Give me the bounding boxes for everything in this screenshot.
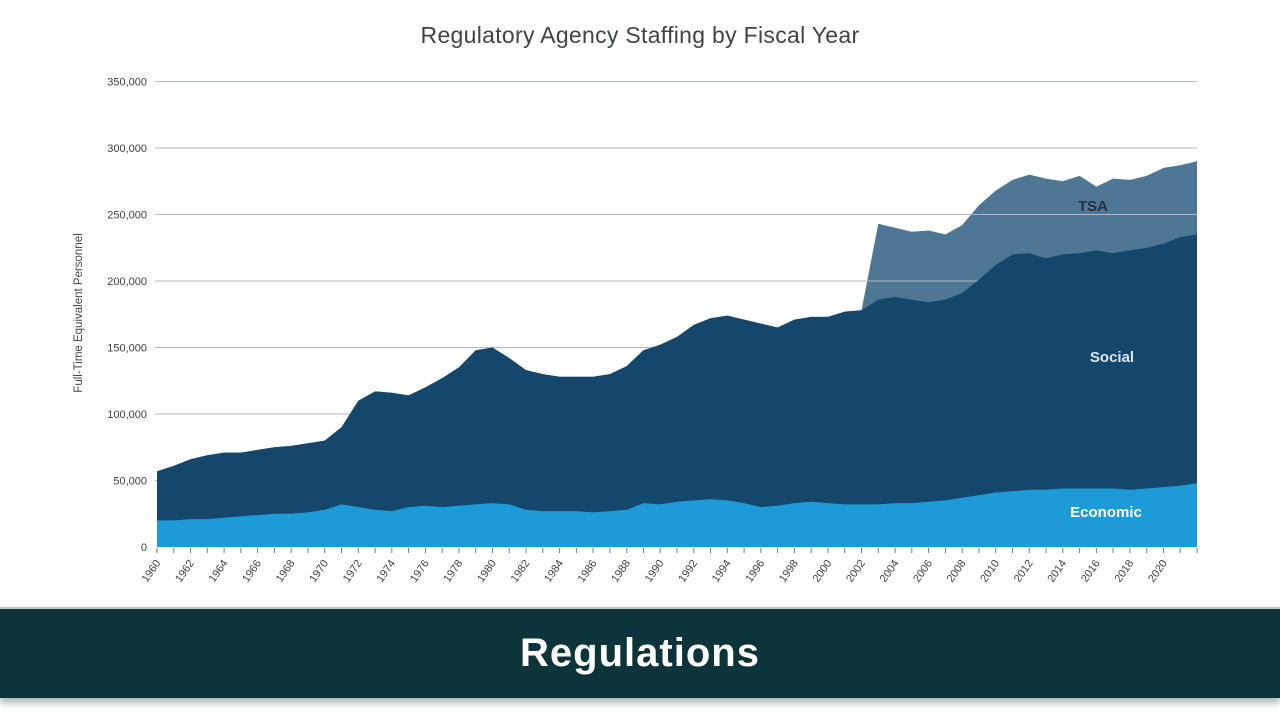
chart-title: Regulatory Agency Staffing by Fiscal Yea… (420, 22, 860, 48)
svg-text:2018: 2018 (1112, 558, 1136, 585)
svg-text:1966: 1966 (240, 558, 264, 585)
svg-text:1998: 1998 (777, 558, 801, 585)
staffing-area-chart: 0 50,000 100,000 150,000 200,000 250,000 300,0… (107, 77, 1198, 585)
svg-text:2016: 2016 (1079, 558, 1103, 585)
svg-text:150,000: 150,000 (107, 343, 147, 355)
series-label-economic: Economic (1070, 504, 1142, 521)
series-labels: Economic Social TSA (1070, 198, 1142, 521)
svg-text:1960: 1960 (140, 558, 164, 585)
svg-text:1974: 1974 (374, 558, 398, 585)
svg-text:1992: 1992 (676, 558, 700, 585)
svg-text:350,000: 350,000 (107, 77, 147, 89)
svg-text:100,000: 100,000 (107, 409, 147, 421)
series-label-tsa: TSA (1078, 198, 1108, 215)
svg-text:1996: 1996 (743, 558, 767, 585)
svg-text:2002: 2002 (844, 558, 868, 585)
banner: Regulations (0, 607, 1280, 698)
svg-text:50,000: 50,000 (113, 476, 147, 488)
area-economic (157, 483, 1197, 547)
y-axis-labels: 0 50,000 100,000 150,000 200,000 250,000 300,0… (107, 77, 147, 555)
svg-text:1976: 1976 (408, 558, 432, 585)
svg-text:300,000: 300,000 (107, 143, 147, 155)
svg-text:1980: 1980 (475, 558, 499, 585)
svg-text:1994: 1994 (710, 558, 734, 585)
svg-text:200,000: 200,000 (107, 276, 147, 288)
svg-text:1986: 1986 (576, 558, 600, 585)
svg-text:2012: 2012 (1012, 558, 1036, 585)
chart-area: Regulatory Agency Staffing by Fiscal Yea… (73, 22, 1198, 585)
svg-text:1972: 1972 (341, 558, 365, 585)
svg-text:1970: 1970 (307, 558, 331, 585)
y-axis-title: Full-Time Equivalent Personnel (73, 233, 85, 393)
svg-text:1982: 1982 (509, 558, 533, 585)
svg-text:1964: 1964 (207, 558, 231, 585)
x-axis-ticks (156, 548, 1198, 553)
svg-text:2014: 2014 (1045, 558, 1069, 585)
svg-text:1978: 1978 (441, 558, 465, 585)
banner-title: Regulations (520, 631, 760, 675)
x-axis-labels: 1960 1962 1964 1966 1968 1970 1972 1974 1976 1978… (140, 558, 1170, 585)
area-social (157, 234, 1197, 547)
svg-text:2000: 2000 (811, 558, 835, 585)
svg-text:2004: 2004 (878, 558, 902, 585)
svg-text:2006: 2006 (911, 558, 935, 585)
svg-text:1988: 1988 (609, 558, 633, 585)
svg-text:2008: 2008 (945, 558, 969, 585)
series-label-social: Social (1090, 349, 1134, 366)
svg-text:0: 0 (141, 542, 147, 554)
svg-text:2010: 2010 (978, 558, 1002, 585)
svg-text:1984: 1984 (542, 558, 566, 585)
svg-text:1968: 1968 (274, 558, 298, 585)
svg-text:1990: 1990 (643, 558, 667, 585)
svg-text:250,000: 250,000 (107, 210, 147, 222)
svg-text:1962: 1962 (173, 558, 197, 585)
svg-text:2020: 2020 (1146, 558, 1170, 585)
